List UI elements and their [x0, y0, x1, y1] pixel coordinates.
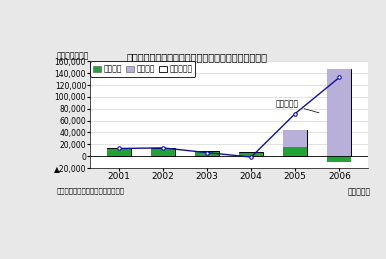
Legend: 経常収入, 特別収入, 非消費支出: 経常収入, 特別収入, 非消費支出 — [90, 61, 195, 77]
Bar — [239, 153, 263, 156]
Bar — [151, 148, 175, 156]
Text: （前年差、円）: （前年差、円） — [57, 52, 89, 61]
Bar — [327, 69, 352, 156]
Text: （年・月）: （年・月） — [348, 187, 371, 196]
Bar — [195, 152, 219, 156]
Text: （資料）総務省統計局「家計調査」: （資料）総務省統計局「家計調査」 — [57, 187, 125, 194]
Bar — [283, 130, 307, 156]
Bar — [195, 151, 219, 156]
Text: 可処分所得: 可処分所得 — [276, 99, 319, 113]
Text: 特別定額給付金が家計の可処分所得を大きく押し上げ: 特別定額給付金が家計の可処分所得を大きく押し上げ — [126, 52, 267, 62]
Bar — [327, 69, 352, 156]
Bar — [327, 156, 352, 162]
Bar — [107, 149, 131, 156]
Bar — [107, 148, 131, 156]
Bar — [239, 152, 263, 156]
Bar — [283, 130, 307, 147]
Bar — [151, 149, 175, 156]
Bar — [283, 147, 307, 156]
